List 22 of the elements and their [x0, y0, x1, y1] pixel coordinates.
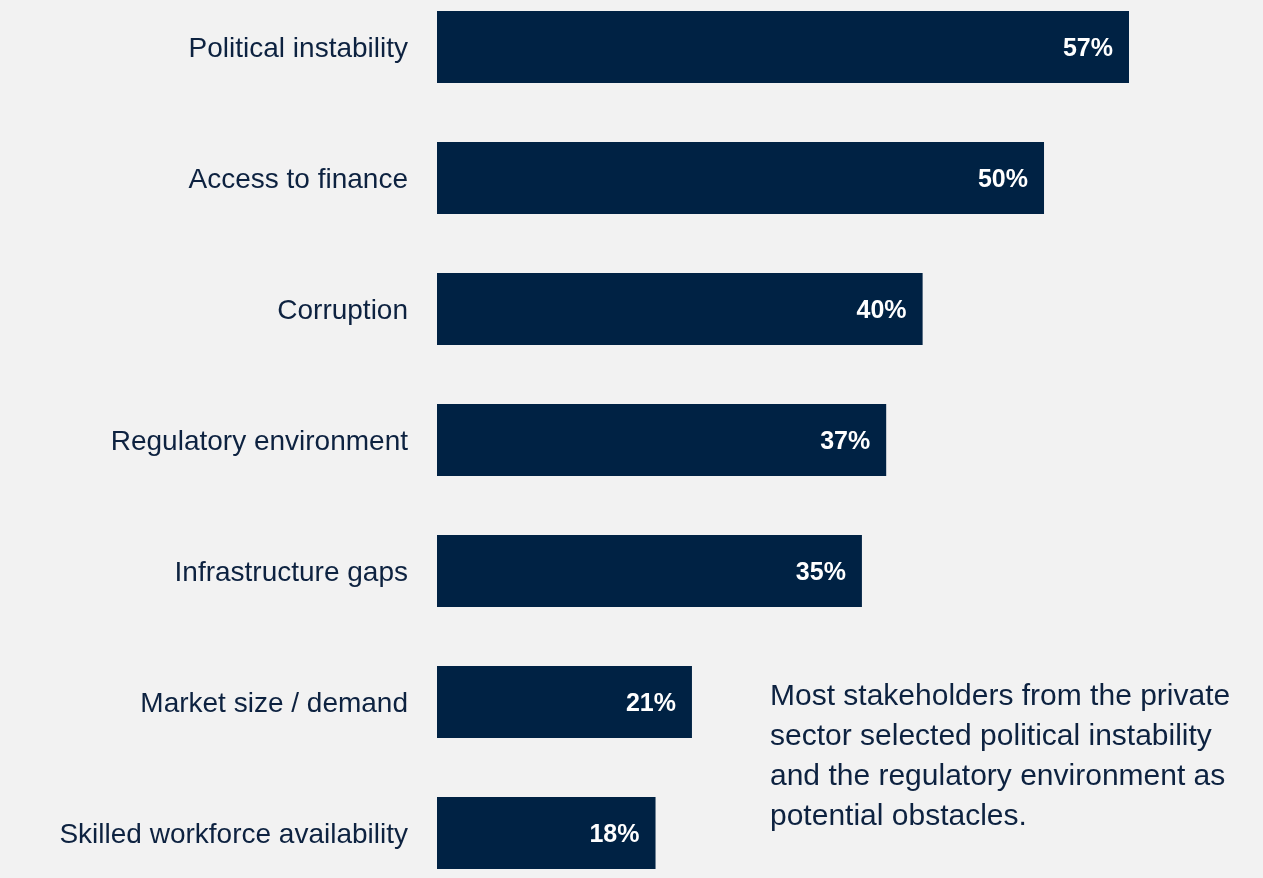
data-label: 21% [625, 688, 676, 716]
y-tick-label: Corruption [277, 293, 408, 325]
y-tick-label: Political instability [188, 31, 408, 63]
y-tick-label: Regulatory environment [110, 424, 409, 456]
data-label: 18% [589, 819, 640, 847]
data-label: 50% [977, 164, 1029, 192]
y-tick-label: Skilled workforce availability [59, 817, 408, 849]
bar [437, 535, 862, 607]
data-label: 37% [820, 426, 871, 454]
data-label: 35% [795, 557, 846, 585]
bar [437, 11, 1129, 83]
data-label: 57% [1062, 33, 1113, 61]
bar [437, 142, 1045, 214]
bar [437, 273, 923, 345]
y-tick-label: Infrastructure gaps [174, 555, 408, 587]
bar [437, 797, 656, 869]
annotation: Most stakeholders from the private sector selected political instability and the regulatory environment as potential obstacles. [770, 678, 1231, 831]
data-label: 40% [856, 295, 907, 323]
bar [437, 666, 692, 738]
y-tick-label: Access to finance [188, 162, 408, 194]
bar [437, 404, 887, 476]
y-tick-label: Market size / demand [140, 686, 408, 718]
